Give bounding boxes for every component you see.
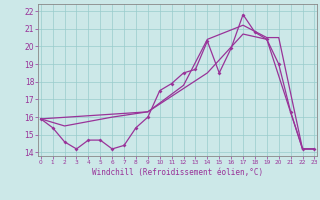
X-axis label: Windchill (Refroidissement éolien,°C): Windchill (Refroidissement éolien,°C): [92, 168, 263, 177]
